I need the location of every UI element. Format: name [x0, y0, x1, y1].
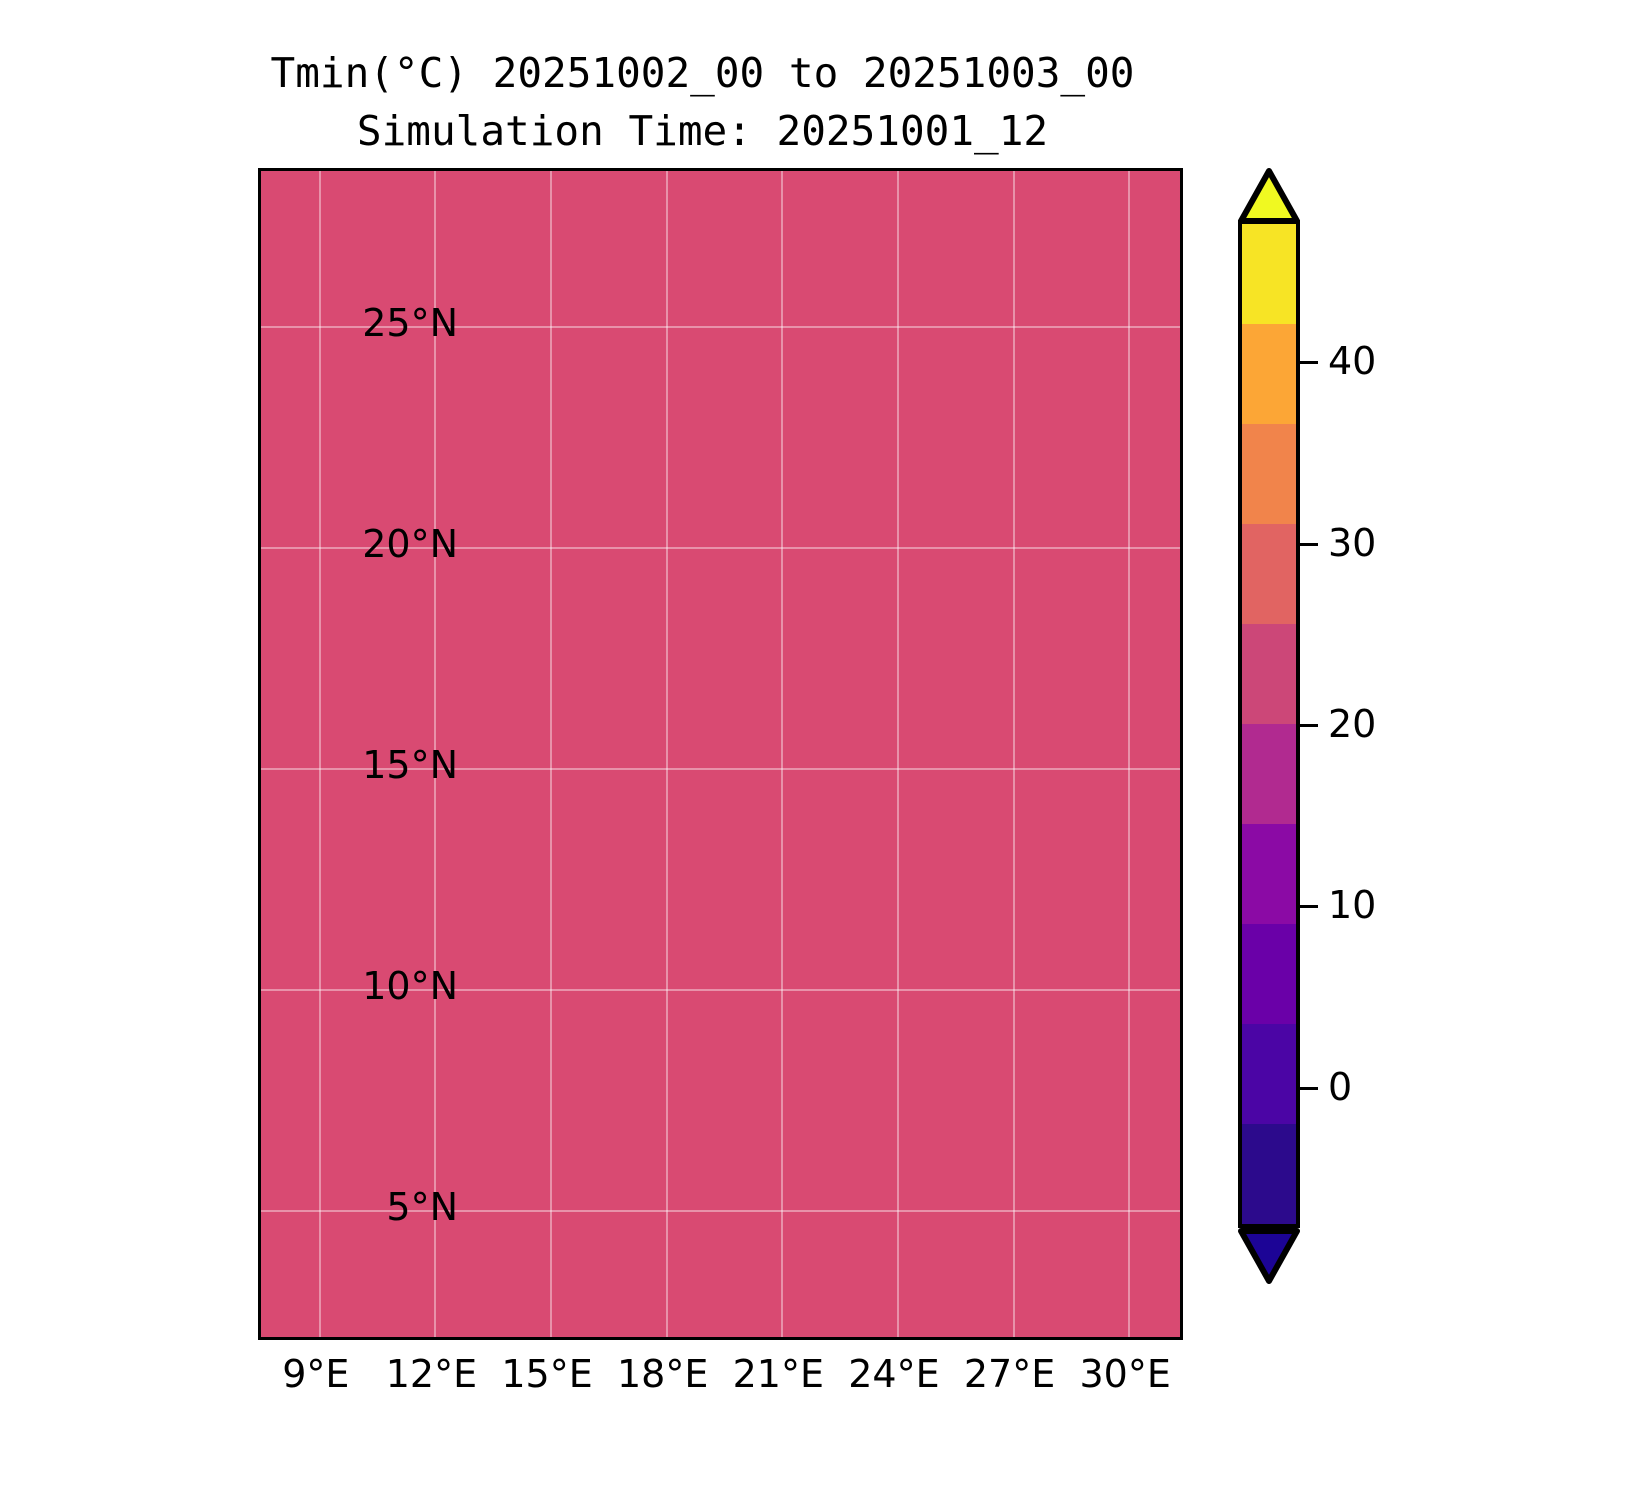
- colorbar-tick-mark: [1300, 724, 1318, 727]
- colorbar-tick-label-30: 30: [1328, 520, 1377, 565]
- longitude-tick-18°E: 18°E: [617, 1352, 709, 1396]
- longitude-tick-15°E: 15°E: [501, 1352, 593, 1396]
- colorbar-segment: [1242, 924, 1296, 1024]
- plot-title: Tmin(°C) 20251002_00 to 20251003_00 Simu…: [0, 44, 1405, 160]
- colorbar-tick-label-10: 10: [1328, 883, 1377, 928]
- colorbar-segment: [1242, 824, 1296, 924]
- title-line-2: Simulation Time: 20251001_12: [356, 107, 1049, 156]
- colorbar-segment: [1242, 524, 1296, 624]
- colorbar-segment: [1242, 724, 1296, 824]
- longitude-tick-27°E: 27°E: [963, 1352, 1056, 1396]
- latitude-tick-10°N: 10°N: [362, 964, 458, 1009]
- longitude-tick-9°E: 9°E: [282, 1352, 350, 1396]
- colorbar-tick-mark: [1300, 542, 1318, 546]
- longitude-tick-12°E: 12°E: [385, 1352, 478, 1396]
- colorbar-segment: [1242, 424, 1296, 524]
- colorbar-over-arrow: [1238, 168, 1300, 224]
- colorbar-tick-label-0: 0: [1328, 1064, 1353, 1109]
- colorbar-tick-mark: [1300, 905, 1318, 909]
- colorbar[interactable]: 40 30 20 10 0: [1238, 168, 1376, 1284]
- latitude-tick-5°N: 5°N: [386, 1185, 458, 1230]
- colorbar-segment: [1242, 224, 1296, 324]
- colorbar-segment: [1242, 624, 1296, 724]
- colorbar-segment: [1242, 1124, 1296, 1224]
- map-plot-area[interactable]: [258, 168, 1183, 1340]
- temperature-field: [261, 171, 1180, 1337]
- longitude-tick-24°E: 24°E: [848, 1352, 940, 1396]
- longitude-tick-30°E: 30°E: [1079, 1352, 1171, 1396]
- latitude-tick-20°N: 20°N: [362, 521, 458, 566]
- colorbar-under-arrow: [1238, 1228, 1300, 1284]
- latitude-tick-25°N: 25°N: [362, 300, 458, 345]
- colorbar-tick-label-20: 20: [1328, 702, 1377, 746]
- longitude-tick-21°E: 21°E: [732, 1352, 824, 1396]
- colorbar-gradient: [1238, 220, 1300, 1228]
- colorbar-tick-mark: [1300, 361, 1318, 365]
- colorbar-segment: [1242, 324, 1296, 424]
- colorbar-segment: [1242, 1024, 1296, 1124]
- latitude-tick-15°N: 15°N: [362, 743, 458, 788]
- colorbar-tick-label-40: 40: [1328, 339, 1377, 384]
- colorbar-tick-mark: [1300, 1086, 1318, 1090]
- title-line-1: Tmin(°C) 20251002_00 to 20251003_00: [270, 49, 1135, 97]
